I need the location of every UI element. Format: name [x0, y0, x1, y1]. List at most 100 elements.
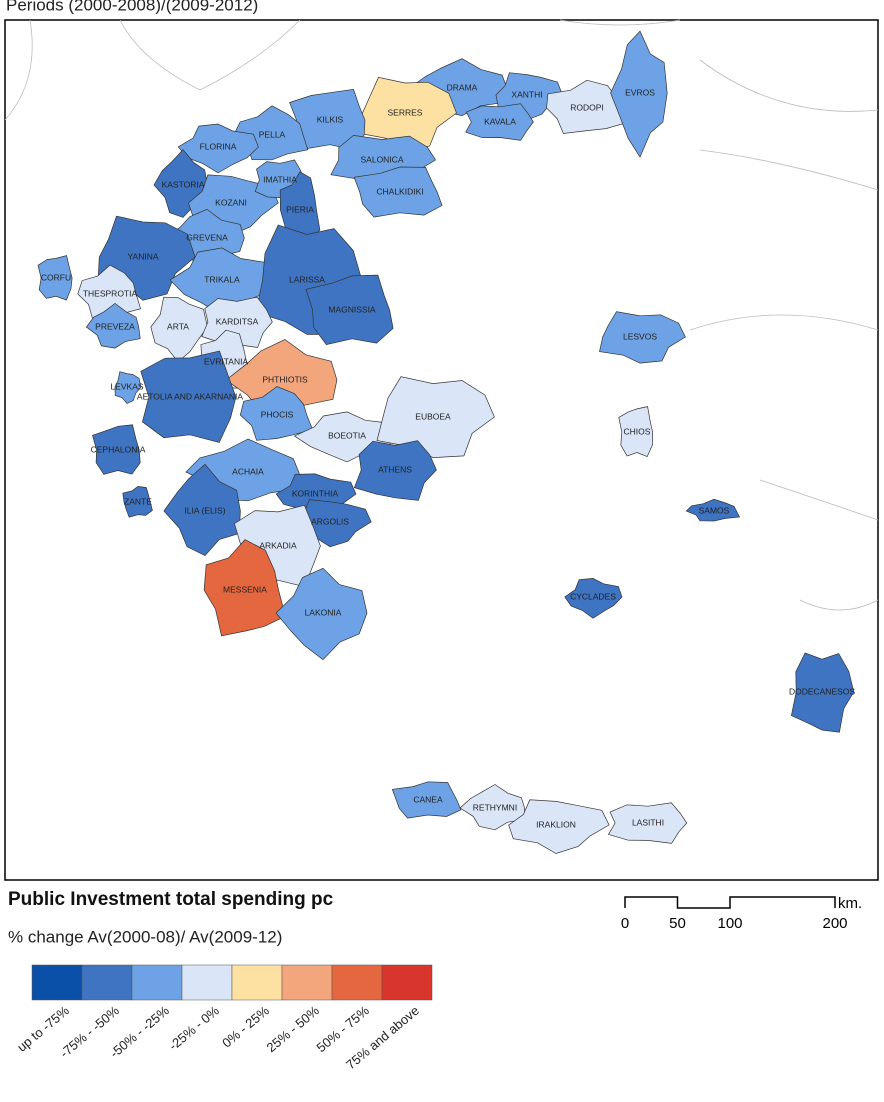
region [163, 463, 241, 557]
region [203, 539, 286, 637]
region-label: PHTHIOTIS [262, 374, 308, 384]
legend-swatch [31, 964, 83, 1001]
legend-label: -25% - 0% [166, 1003, 222, 1054]
region-label: YANINA [127, 251, 158, 261]
region-label: EUBOEA [415, 411, 451, 421]
region-label: EVRITANIA [204, 356, 249, 366]
region-label: MAGNISSIA [328, 304, 376, 314]
page-title: Periods (2000-2008)/(2009-2012) [6, 0, 258, 14]
region-label: ARGOLIS [311, 516, 349, 526]
region [508, 799, 610, 854]
region-labels: DRAMA XANTHI KAVALA RODOPI EVROS SERRES KILKIS… [41, 82, 856, 829]
region-label: GREVENA [186, 232, 228, 242]
region-label: LESVOS [623, 331, 657, 341]
region [122, 486, 153, 518]
legend: up to -75%-75% - -50%-50% - -25%-25% - 0… [14, 964, 433, 1072]
region-label: RETHYMNI [473, 802, 517, 812]
region [359, 76, 457, 151]
legend-swatch [181, 964, 233, 1001]
region [564, 578, 623, 619]
region-label: KILKIS [317, 114, 344, 124]
region-label: DRAMA [447, 82, 478, 92]
region-label: LAKONIA [305, 607, 342, 617]
scale-line [624, 896, 836, 909]
region-label: ACHAIA [232, 466, 264, 476]
region [685, 498, 741, 522]
region [353, 440, 437, 501]
region-label: KORINTHIA [292, 488, 339, 498]
region [791, 652, 855, 733]
region-label: ATHENS [378, 464, 412, 474]
region-label: ARTA [167, 321, 189, 331]
region-label: LARISSA [289, 274, 325, 284]
region-label: SAMOS [699, 505, 730, 515]
region-label: ZANTE [124, 496, 152, 506]
legend-subtitle: % change Av(2000-08)/ Av(2009-12) [8, 927, 282, 946]
region-label: ILIA (ELIS) [184, 505, 225, 515]
region [353, 166, 443, 218]
region [610, 30, 668, 158]
region-label: FLORINA [200, 141, 237, 151]
region-label: ARKADIA [259, 540, 297, 550]
region [607, 802, 688, 844]
scale-tick-label: 0 [621, 915, 629, 932]
region [599, 311, 686, 364]
region-label: CORFU [41, 272, 71, 282]
region-label: RODOPI [570, 102, 604, 112]
region-label: CANEA [413, 794, 443, 804]
region-label: KOZANI [215, 197, 247, 207]
region-label: DODECANESOS [789, 686, 855, 696]
region-label: IMATHIA [263, 174, 297, 184]
legend-swatch [131, 964, 183, 1001]
region [140, 350, 237, 443]
region-label: EVROS [625, 87, 655, 97]
region [150, 296, 208, 363]
region [92, 424, 141, 475]
legend-label: 25% - 50% [264, 1003, 323, 1056]
region [275, 567, 368, 661]
region-label: SERRES [388, 107, 423, 117]
region-label: CHIOS [624, 426, 651, 436]
legend-swatch [281, 964, 333, 1001]
region-label: KAVALA [484, 116, 516, 126]
legend-swatch [81, 964, 133, 1001]
regions [37, 30, 855, 854]
region [618, 406, 653, 458]
region-label: MESSENIA [223, 584, 267, 594]
region-label: SALONICA [361, 154, 404, 164]
region [305, 274, 394, 345]
region-label: KASTORIA [162, 179, 205, 189]
region-label: BOEOTIA [328, 430, 366, 440]
region-label: TRIKALA [204, 274, 240, 284]
scale-unit: km. [838, 895, 862, 912]
region-label: CYCLADES [570, 591, 616, 601]
region-label: CHALKIDIKI [376, 186, 423, 196]
region-label: XANTHI [511, 89, 542, 99]
region-label: AETOLIA AND AKARNANIA [137, 391, 243, 401]
region [391, 781, 462, 819]
region-label: LEVKAS [110, 381, 143, 391]
region [37, 255, 73, 301]
legend-title: Public Investment total spending pc [8, 889, 334, 910]
region-label: LASITHI [632, 817, 664, 827]
legend-swatch [231, 964, 283, 1001]
region [177, 123, 259, 174]
region [459, 784, 526, 831]
region [546, 79, 628, 134]
region [201, 296, 273, 348]
region-label: KARDITSA [216, 316, 259, 326]
scale-tick-label: 100 [717, 915, 742, 932]
region [465, 103, 534, 141]
legend-swatch [381, 964, 433, 1001]
region [85, 302, 141, 349]
region-label: CEPHALONIA [91, 444, 146, 454]
region-label: THESPROTIA [83, 288, 138, 298]
region [114, 371, 142, 404]
region [376, 376, 495, 458]
neighbour-borders [4, 19, 879, 611]
region-label: PELLA [259, 129, 286, 139]
legend-swatch [331, 964, 383, 1001]
region-label: PHOCIS [261, 409, 294, 419]
